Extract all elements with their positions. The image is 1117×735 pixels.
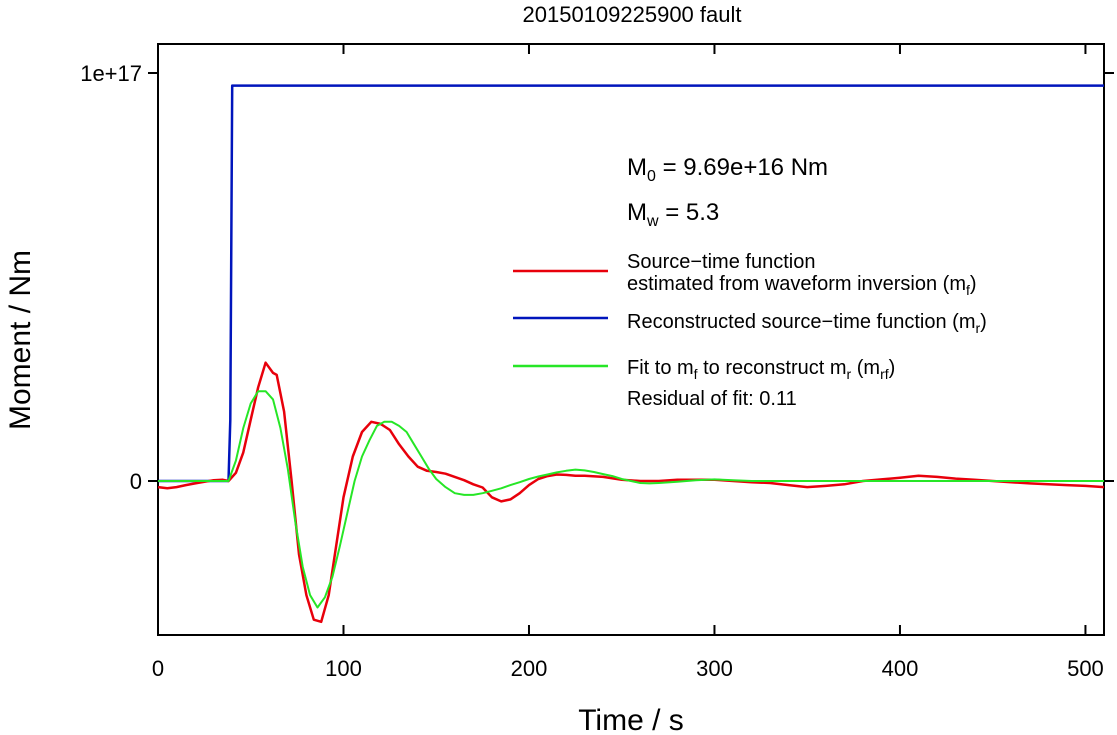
x-tick-label-5: 500 bbox=[1067, 656, 1104, 681]
mw-subscript: w bbox=[646, 213, 659, 230]
mw-value: = 5.3 bbox=[659, 199, 720, 226]
annotation-mw: Mw = 5.3 bbox=[627, 199, 719, 230]
x-tick-label-3: 300 bbox=[696, 656, 733, 681]
svg-text:M0 = 9.69e+16 Nm: M0 = 9.69e+16 Nm bbox=[627, 154, 828, 185]
x-tick-label-1: 100 bbox=[325, 656, 362, 681]
y-tick-label-1: 1e+17 bbox=[80, 61, 142, 86]
x-axis: 0 100 200 300 400 500 bbox=[152, 44, 1104, 681]
legend-label-2-0: Fit to mf to reconstruct mr (mrf) bbox=[627, 357, 895, 382]
y-tick-label-0: 0 bbox=[130, 469, 142, 494]
x-tick-label-2: 200 bbox=[511, 656, 548, 681]
legend-label-0-0: Source−time function bbox=[627, 251, 815, 273]
annotation-m0: M0 = 9.69e+16 Nm bbox=[627, 154, 828, 185]
plot-frame bbox=[157, 43, 1105, 636]
y-axis-title: Moment / Nm bbox=[4, 250, 37, 430]
chart-title: 20150109225900 fault bbox=[523, 2, 742, 27]
x-tick-label-0: 0 bbox=[152, 656, 164, 681]
legend-label-0-1: estimated from waveform inversion (mf) bbox=[627, 273, 977, 298]
residual-annotation: Residual of fit: 0.11 bbox=[627, 388, 797, 410]
series-layer bbox=[157, 84, 1105, 624]
m0-value: = 9.69e+16 Nm bbox=[656, 154, 828, 181]
y-axis: 0 1e+17 bbox=[80, 61, 1114, 494]
x-axis-title: Time / s bbox=[578, 704, 684, 735]
legend-label-1-0: Reconstructed source−time function (mr) bbox=[627, 311, 987, 336]
mw-symbol: M bbox=[627, 199, 647, 226]
m0-symbol: M bbox=[627, 154, 647, 181]
x-tick-label-4: 400 bbox=[882, 656, 919, 681]
m0-subscript: 0 bbox=[647, 168, 656, 185]
series-fit-line bbox=[158, 390, 1104, 609]
svg-text:Mw = 5.3: Mw = 5.3 bbox=[627, 199, 719, 230]
